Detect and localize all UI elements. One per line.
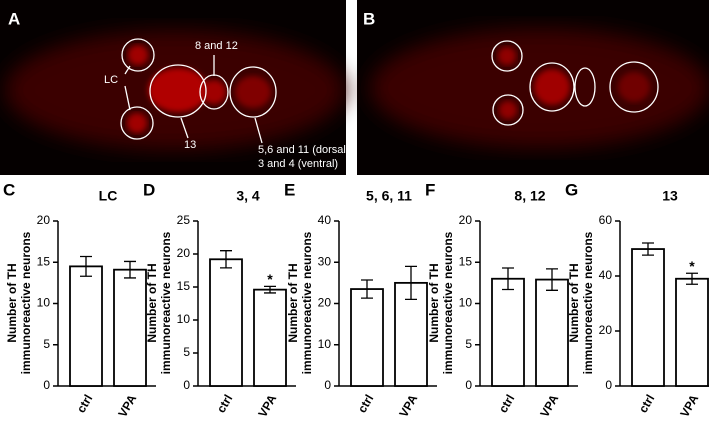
x-tick-label: VPA <box>115 392 139 420</box>
region-label: LC <box>104 74 118 86</box>
bar <box>69 265 103 387</box>
y-axis-label: immunoreactive neurons <box>581 231 595 374</box>
y-tick-label: 60 <box>599 213 613 227</box>
y-tick-label: 15 <box>177 279 191 293</box>
y-tick-label: 15 <box>459 254 473 268</box>
error-bar <box>546 268 558 291</box>
image-b: B <box>357 0 709 175</box>
x-tick-label: ctrl <box>355 392 376 415</box>
significance-label: * <box>267 271 273 287</box>
panel-letter: G <box>565 180 578 199</box>
bar <box>394 281 428 387</box>
x-tick-label: ctrl <box>74 392 95 415</box>
y-tick-label: 40 <box>599 268 613 282</box>
y-axis-label: Number of TH <box>286 263 300 342</box>
chart-title: LC <box>99 188 118 204</box>
panel-letter: E <box>284 180 295 199</box>
error-bar <box>502 267 514 291</box>
significance-label: * <box>689 258 695 274</box>
region-label: 5,6 and 11 (dorsal) <box>258 144 350 156</box>
x-tick-label: ctrl <box>636 392 657 415</box>
panel-letter: B <box>363 9 375 28</box>
error-bar <box>642 242 654 256</box>
y-tick-label: 20 <box>459 213 473 227</box>
y-tick-label: 5 <box>43 337 50 351</box>
panel-letter: A <box>8 9 20 28</box>
y-axis-label: immunoreactive neurons <box>159 231 173 374</box>
y-tick-label: 40 <box>318 213 332 227</box>
y-axis-label: immunoreactive neurons <box>19 231 33 374</box>
x-tick-label: ctrl <box>214 392 235 415</box>
y-axis-label: Number of TH <box>145 263 159 342</box>
y-tick-label: 20 <box>37 213 51 227</box>
y-tick-label: 25 <box>177 213 191 227</box>
y-tick-label: 0 <box>43 378 50 392</box>
chart-title: 8, 12 <box>514 188 545 204</box>
region-label: 3 and 4 (ventral) <box>258 158 338 170</box>
error-bar <box>686 272 698 285</box>
x-tick-label: ctrl <box>496 392 517 415</box>
y-axis-label: Number of TH <box>5 263 19 342</box>
y-tick-label: 0 <box>465 378 472 392</box>
region-label: 13 <box>184 139 196 151</box>
x-tick-label: VPA <box>677 392 701 420</box>
region-label: 8 and 12 <box>195 40 238 52</box>
y-tick-label: 10 <box>459 296 473 310</box>
x-tick-label: VPA <box>396 392 420 420</box>
error-bar <box>220 250 232 269</box>
error-bar <box>80 255 92 277</box>
bar <box>209 258 243 387</box>
y-tick-label: 15 <box>37 254 51 268</box>
error-bar <box>361 279 373 299</box>
y-tick-label: 20 <box>599 323 613 337</box>
y-tick-label: 5 <box>465 337 472 351</box>
chart-title: 13 <box>662 188 678 204</box>
y-tick-label: 0 <box>183 378 190 392</box>
y-tick-label: 10 <box>177 312 191 326</box>
y-tick-label: 30 <box>318 254 332 268</box>
bar <box>675 277 709 387</box>
image-a: A LC 8 and 12 13 5,6 and 11 (dorsal) 3 a… <box>0 0 350 175</box>
x-tick-label: VPA <box>255 392 279 420</box>
panel-letter: F <box>425 180 435 199</box>
panel-letter: D <box>143 180 155 199</box>
y-axis-label: immunoreactive neurons <box>441 231 455 374</box>
bar <box>491 277 525 387</box>
bar <box>535 278 569 387</box>
y-tick-label: 20 <box>318 296 332 310</box>
y-axis-label: Number of TH <box>427 263 441 342</box>
bar <box>350 288 384 387</box>
bar <box>253 288 287 387</box>
y-tick-label: 10 <box>318 337 332 351</box>
bar <box>113 268 147 387</box>
y-tick-label: 20 <box>177 246 191 260</box>
chart-title: 5, 6, 11 <box>366 188 412 204</box>
y-tick-label: 0 <box>324 378 331 392</box>
panel-letter: C <box>3 180 15 199</box>
error-bar <box>124 260 136 279</box>
error-bar <box>405 265 417 301</box>
bar <box>631 248 665 387</box>
x-tick-label: VPA <box>537 392 561 420</box>
y-axis-label: Number of TH <box>567 263 581 342</box>
y-tick-label: 5 <box>183 345 190 359</box>
y-axis-label: immunoreactive neurons <box>300 231 314 374</box>
error-bar <box>264 285 276 294</box>
y-tick-label: 10 <box>37 296 51 310</box>
y-tick-label: 0 <box>605 378 612 392</box>
chart-title: 3, 4 <box>236 188 260 204</box>
